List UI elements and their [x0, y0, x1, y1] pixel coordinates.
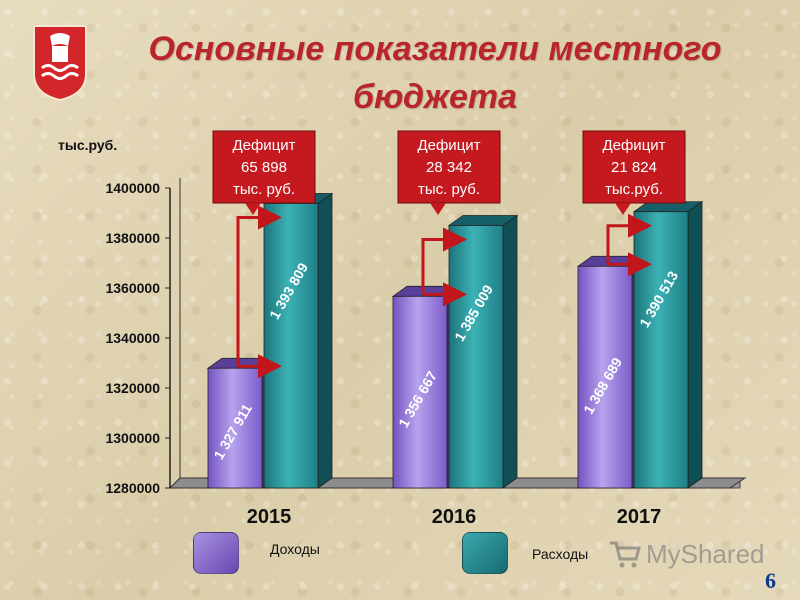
y-tick-label: 1360000 [105, 280, 160, 296]
y-tick-label: 1320000 [105, 380, 160, 396]
x-category-label: 2016 [432, 506, 477, 528]
deficit-callout-text: 21 824 [611, 159, 657, 176]
page-number: 6 [765, 568, 776, 593]
y-tick-label: 1400000 [105, 180, 160, 196]
expense-bar [448, 225, 504, 489]
y-axis-unit-label: тыс.руб. [58, 137, 118, 153]
deficit-callout-box [397, 130, 501, 204]
cart-icon [610, 541, 641, 568]
y-tick-label: 1380000 [105, 230, 160, 246]
watermark-text: MyShared [646, 538, 765, 569]
deficit-callout-text: 28 342 [426, 159, 472, 176]
expense-bar [633, 211, 689, 489]
legend-swatch-income [193, 532, 239, 574]
deficit-callout-pointer [615, 203, 631, 215]
y-tick-label: 1300000 [105, 430, 160, 446]
deficit-arrow-up [236, 205, 282, 367]
expense-bar-side [687, 200, 703, 489]
watermark-logo: MyShared [608, 537, 765, 571]
income-bar [577, 265, 633, 489]
legend-swatch-expense [462, 532, 508, 574]
deficit-callout-text: Дефицит [602, 137, 665, 154]
deficit-callout-text: тыс. руб. [233, 181, 295, 198]
expense-bar-side [502, 214, 518, 489]
y-tick-label: 1280000 [105, 480, 160, 496]
deficit-callout-text: 65 898 [241, 159, 287, 176]
deficit-callout-text: тыс.руб. [605, 181, 663, 198]
expense-bar [263, 203, 319, 489]
deficit-callout-pointer [430, 203, 446, 215]
expense-bar-side [317, 192, 333, 489]
coat-of-arms-icon [30, 22, 90, 102]
deficit-arrow-up [421, 227, 467, 295]
legend-label-expense: Расходы [532, 546, 589, 562]
y-tick-label: 1340000 [105, 330, 160, 346]
legend-label-income: Доходы [270, 541, 320, 557]
deficit-callout-text: Дефицит [232, 137, 295, 154]
income-bar [392, 295, 448, 489]
deficit-callout-text: Дефицит [417, 137, 480, 154]
x-category-label: 2015 [247, 506, 292, 528]
x-category-label: 2017 [617, 506, 662, 528]
deficit-callout-box [582, 130, 686, 204]
page-title: Основные показатели местного бюджета [148, 30, 722, 116]
deficit-callout-pointer [245, 203, 261, 215]
income-bar [207, 367, 263, 489]
deficit-callout-box [212, 130, 316, 204]
deficit-arrow-up [606, 213, 652, 265]
deficit-callout-text: тыс. руб. [418, 181, 480, 198]
